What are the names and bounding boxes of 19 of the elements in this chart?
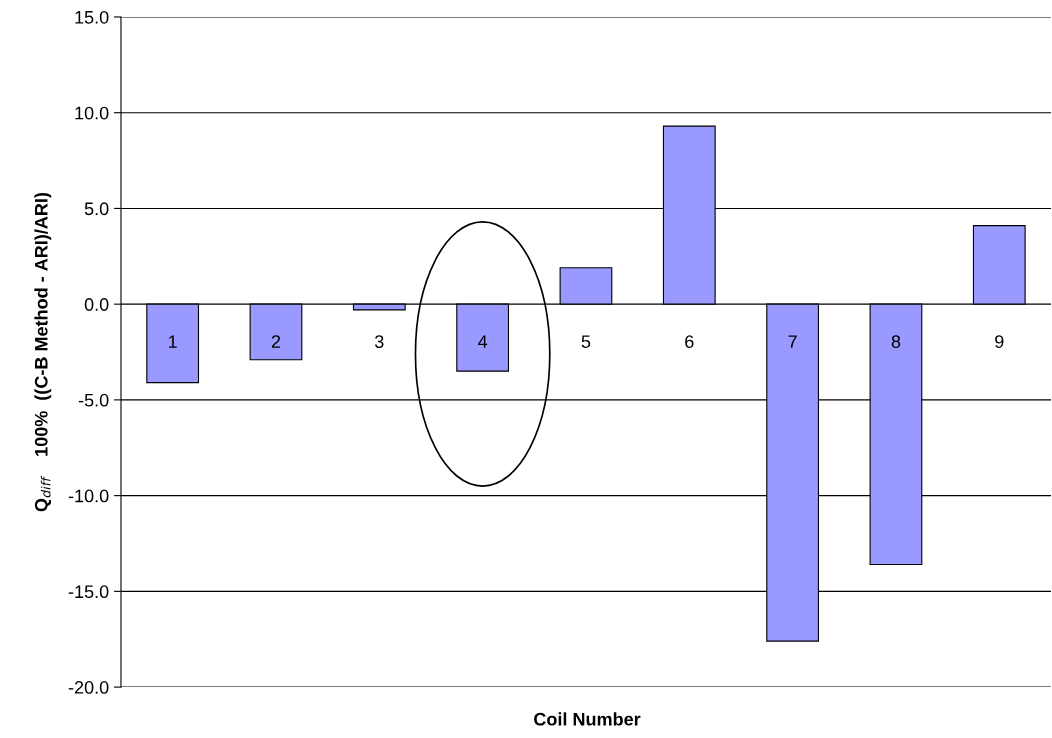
y-tick-label: -10.0 [68, 489, 109, 503]
x-tick-label: 6 [685, 335, 694, 348]
y-tick-label: 0.0 [84, 298, 109, 311]
x-tick-label: 2 [271, 335, 281, 348]
y-tick-label: 15.0 [75, 10, 109, 24]
x-tick-label: 4 [478, 335, 488, 348]
y-tick-label: 5.0 [84, 202, 109, 216]
x-tick-label: 8 [891, 335, 901, 348]
text: Q$_{diff}$ 100% ((C-B Method - ARI)/ARI) [34, 192, 52, 512]
x-axis-title: Coil Number [534, 712, 641, 726]
y-tick-label: -15.0 [68, 585, 109, 599]
y-tick-label: -5.0 [78, 393, 109, 407]
y-tick-label: -20.0 [68, 681, 109, 694]
x-tick-label: 7 [788, 335, 797, 348]
x-tick-label: 3 [374, 335, 384, 348]
y-tick-label: 10.0 [75, 106, 109, 120]
x-tick-label: 9 [995, 335, 1004, 348]
x-tick-label: 5 [581, 335, 591, 348]
x-tick-label: 1 [169, 335, 177, 348]
